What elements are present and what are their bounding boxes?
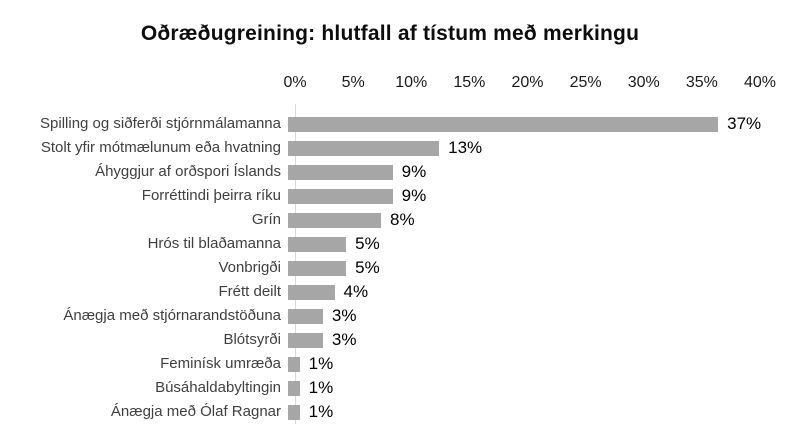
bar	[288, 284, 335, 300]
bar	[288, 212, 381, 228]
bar-track: 5%	[288, 232, 800, 256]
category-label: Ánægja með stjórnarandstöðuna	[63, 307, 281, 324]
bar	[288, 332, 323, 348]
bar-track: 8%	[288, 208, 800, 232]
value-label: 1%	[308, 378, 334, 397]
bar-track: 3%	[288, 304, 800, 328]
bar-track: 9%	[288, 184, 800, 208]
bar-row: Ánægja með stjórnarandstöðuna 3%	[0, 304, 800, 328]
value-label: 5%	[355, 234, 380, 253]
bar-row: Áhyggjur af orðspori Íslands 9%	[0, 160, 800, 184]
category-label: Hrós til blaðamanna	[147, 235, 281, 252]
bar	[288, 260, 347, 276]
value-label: 1%	[308, 354, 334, 373]
category-label: Stolt yfir mótmælunum eða hvatning	[40, 139, 281, 156]
chart-title: Oðræðugreining: hlutfall af tístum með m…	[140, 22, 640, 45]
category-label: Feminísk umræða	[160, 355, 281, 372]
x-tick-label: 40%	[743, 74, 777, 91]
bar	[288, 236, 347, 252]
value-label: 3%	[331, 306, 357, 325]
x-tick-label: 20%	[511, 74, 544, 91]
plot-area: Spilling og siðferði stjórnmálamanna 37% S…	[0, 112, 800, 424]
category-label: Búsáhaldabyltingin	[155, 379, 281, 396]
category-label: Áhyggjur af orðspori Íslands	[95, 163, 281, 180]
x-tick-label: 10%	[395, 74, 428, 91]
bar-row: Grín 8%	[0, 208, 800, 232]
category-label: Frétt deilt	[218, 283, 281, 300]
bar-track: 1%	[288, 400, 800, 424]
value-label: 4%	[343, 282, 369, 301]
bar-track: 37%	[288, 112, 800, 136]
bar-track: 4%	[288, 280, 800, 304]
bar	[288, 380, 300, 396]
x-tick-label: 35%	[685, 74, 718, 91]
category-label: Ánægja með Ólaf Ragnar	[110, 403, 281, 420]
bar-row: Stolt yfir mótmælunum eða hvatning 13%	[0, 136, 800, 160]
bar-row: Feminísk umræða 1%	[0, 352, 800, 376]
bar-track: 3%	[288, 328, 800, 352]
x-tick-label: 0%	[283, 74, 307, 91]
value-label: 9%	[401, 162, 427, 181]
bar-track: 1%	[288, 376, 800, 400]
value-label: 9%	[401, 186, 427, 205]
value-label: 13%	[448, 138, 483, 157]
bar-track: 5%	[288, 256, 800, 280]
bar-row: Spilling og siðferði stjórnmálamanna 37%	[0, 112, 800, 136]
bar-track: 13%	[288, 136, 800, 160]
value-label: 8%	[390, 210, 415, 229]
x-axis: 0% 5% 10% 15% 20% 25% 30% 35% 40%	[0, 74, 800, 96]
category-label: Grín	[251, 211, 281, 228]
bar-row: Forréttindi þeirra ríku 9%	[0, 184, 800, 208]
bar	[288, 404, 300, 420]
value-label: 5%	[355, 258, 380, 277]
value-label: 3%	[331, 330, 357, 349]
x-tick-label: 5%	[341, 74, 365, 91]
value-label: 1%	[308, 402, 334, 421]
value-label: 37%	[727, 114, 762, 133]
category-label: Spilling og siðferði stjórnmálamanna	[40, 115, 281, 132]
x-tick-label: 30%	[627, 74, 660, 91]
x-tick-label: 15%	[453, 74, 486, 91]
bar-row: Ánægja með Ólaf Ragnar 1%	[0, 400, 800, 424]
bar	[288, 188, 393, 204]
bar-row: Búsáhaldabyltingin 1%	[0, 376, 800, 400]
x-tick-label: 25%	[569, 74, 602, 91]
category-label: Forréttindi þeirra ríku	[141, 187, 281, 204]
bar	[288, 356, 300, 372]
bar-row: Vonbrigði 5%	[0, 256, 800, 280]
bar-track: 1%	[288, 352, 800, 376]
bar-row: Blótsyrði 3%	[0, 328, 800, 352]
category-label: Blótsyrði	[223, 331, 281, 348]
bar	[288, 116, 719, 132]
bar-row: Hrós til blaðamanna 5%	[0, 232, 800, 256]
bar-track: 9%	[288, 160, 800, 184]
bar	[288, 308, 323, 324]
bar	[288, 164, 393, 180]
bar	[288, 140, 440, 156]
bar-row: Frétt deilt 4%	[0, 280, 800, 304]
category-label: Vonbrigði	[218, 259, 281, 276]
